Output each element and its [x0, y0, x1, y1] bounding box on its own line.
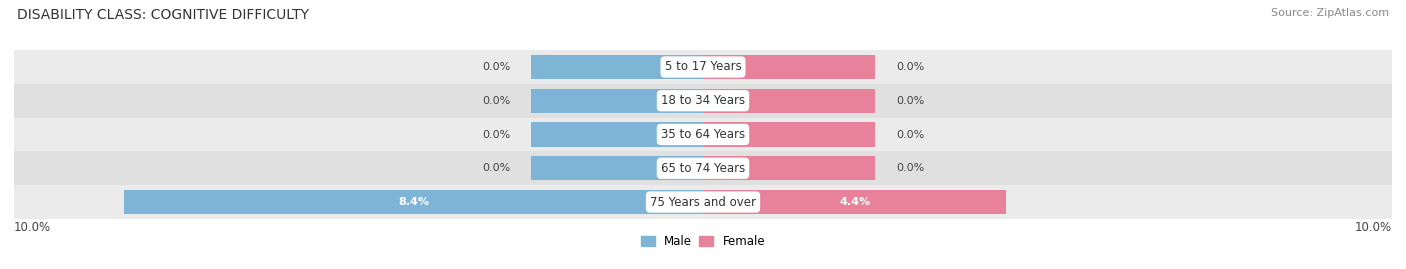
Bar — [14, 50, 1392, 84]
Text: DISABILITY CLASS: COGNITIVE DIFFICULTY: DISABILITY CLASS: COGNITIVE DIFFICULTY — [17, 8, 309, 22]
Bar — [703, 122, 875, 147]
Bar — [14, 118, 1392, 151]
Text: 0.0%: 0.0% — [482, 62, 510, 72]
Text: 5 to 17 Years: 5 to 17 Years — [665, 61, 741, 73]
Bar — [14, 151, 1392, 185]
Text: Source: ZipAtlas.com: Source: ZipAtlas.com — [1271, 8, 1389, 18]
Text: 35 to 64 Years: 35 to 64 Years — [661, 128, 745, 141]
Bar — [124, 190, 703, 214]
Text: 0.0%: 0.0% — [896, 62, 924, 72]
Text: 18 to 34 Years: 18 to 34 Years — [661, 94, 745, 107]
Bar — [703, 156, 875, 180]
Text: 0.0%: 0.0% — [896, 163, 924, 173]
Bar — [531, 89, 703, 113]
Text: 8.4%: 8.4% — [398, 197, 429, 207]
Text: 65 to 74 Years: 65 to 74 Years — [661, 162, 745, 175]
Bar — [703, 55, 875, 79]
Text: 4.4%: 4.4% — [839, 197, 870, 207]
Text: 10.0%: 10.0% — [1355, 221, 1392, 233]
Bar — [531, 55, 703, 79]
Text: 75 Years and over: 75 Years and over — [650, 196, 756, 208]
Text: 10.0%: 10.0% — [14, 221, 51, 233]
Bar — [703, 89, 875, 113]
Text: 0.0%: 0.0% — [896, 129, 924, 140]
Bar — [531, 122, 703, 147]
Text: 0.0%: 0.0% — [482, 129, 510, 140]
Text: 0.0%: 0.0% — [896, 96, 924, 106]
Bar — [14, 84, 1392, 118]
Legend: Male, Female: Male, Female — [636, 230, 770, 253]
Bar — [531, 156, 703, 180]
Text: 0.0%: 0.0% — [482, 163, 510, 173]
Bar — [703, 190, 1007, 214]
Text: 0.0%: 0.0% — [482, 96, 510, 106]
Bar — [14, 185, 1392, 219]
